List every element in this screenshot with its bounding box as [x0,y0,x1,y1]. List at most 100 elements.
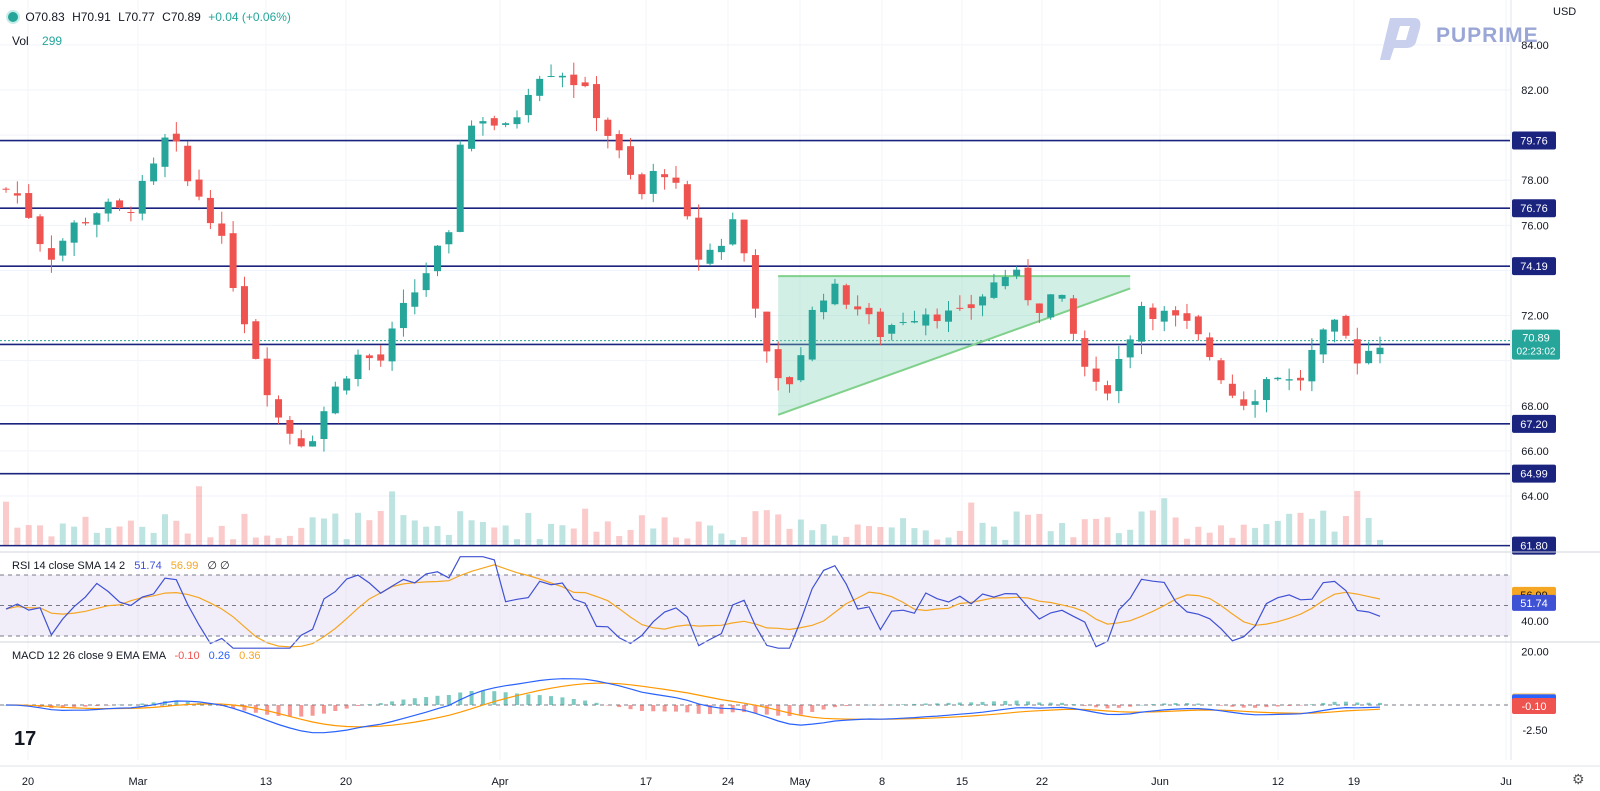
macd-histogram-bar [1048,702,1053,705]
macd-histogram-bar [617,705,622,708]
time-tick-label: 12 [1272,776,1284,788]
macd-histogram-bar [878,705,883,706]
volume-bar [366,520,373,546]
macd-signal-line [6,682,1381,728]
grid [0,0,1510,760]
rsi-extra: ∅ ∅ [207,560,230,572]
volume-bar [1183,538,1190,546]
macd-histogram-bar [946,702,951,705]
volume-bar [298,527,305,546]
volume-bar [502,525,509,546]
candle-body [1240,399,1248,406]
macd-histogram-bar [287,705,292,717]
volume-bar [911,528,918,546]
volume-bar [434,525,441,546]
volume-bar [1013,511,1020,546]
rsi-sma-value: 56.99 [170,560,199,572]
macd-histogram-bar [901,704,906,705]
macd-histogram-bar [719,705,724,714]
candle-body [70,222,78,243]
volume-bar [1059,523,1066,546]
candle-body [751,255,759,309]
macd-histogram-bar [957,702,962,705]
candle-body [672,177,680,183]
candle-body [365,355,373,359]
time-tick-label: Mar [129,776,148,788]
macd-histogram-bar [1378,702,1382,705]
level-label-bg [1512,414,1556,433]
macd-signal-value: 0.36 [239,650,261,662]
currency-selector[interactable]: USD [1553,6,1577,18]
volume-bar [389,491,396,546]
level-label: 79.76 [1520,136,1548,148]
macd-histogram-bar [310,705,315,716]
ascending-triangle-pattern [777,275,1131,416]
volume-bar [275,538,282,546]
candle-body [558,75,566,78]
candle-body [1081,338,1089,367]
macd-histogram-bar [60,705,65,709]
volume-bars [3,486,1383,546]
candle-body [229,233,237,289]
candle-body [592,84,600,119]
candle-body [206,197,214,224]
candle-body [1262,379,1270,401]
volume-bar [922,530,929,546]
macd-histogram-bar [810,705,815,712]
time-tick-label: 24 [722,776,734,788]
macd-hist-badge [1512,698,1556,714]
volume-bar [1252,527,1259,546]
volume-bar [196,486,203,546]
volume-bar [741,537,748,546]
rsi-sma-line [5,564,1381,648]
macd-histogram-bar [560,697,565,705]
volume-bar [1036,513,1043,546]
volume-bar [252,537,259,546]
candle-body [1342,315,1350,336]
volume-bar [1286,513,1293,546]
candle-body [331,386,339,414]
candle-body [138,180,146,214]
volume-bar [786,528,793,546]
macd-histogram-bar [1366,702,1371,705]
volume-bar [525,512,532,546]
time-tick-label: 20 [340,776,352,788]
macd-histogram-bar [549,696,554,705]
gear-icon[interactable]: ⚙ [1572,771,1585,787]
volume-bar [604,521,611,546]
candle-body [956,307,964,309]
macd-histogram-bar [685,705,690,713]
time-tick-label: Jun [1151,776,1169,788]
candle-body [627,146,635,175]
volume-bar [309,517,316,546]
level-label: 76.76 [1520,203,1548,215]
macd-tick-label: -2.50 [1522,725,1547,737]
macd-histogram-bar [514,693,519,705]
candle-body [13,193,21,196]
time-axis[interactable]: 20 Mar 13 20 Apr 17 24 May 8 15 22 Jun 12 19 Ju [0,765,1600,788]
level-label: 67.20 [1520,419,1548,431]
macd-histogram-bar [1355,702,1360,705]
price-axis[interactable]: 64.00 66.00 68.00 72.00 76.00 78.00 82.00 84.00 [1510,0,1549,760]
rsi-legend: RSI 14 close SMA 14 2 51.74 56.99 ∅ ∅ [12,559,230,572]
macd-histogram-bar [639,705,644,711]
macd-histogram-bar [185,701,190,705]
macd-histogram-bar [401,699,406,705]
candle-body [831,283,839,305]
volume-bar [616,536,623,546]
volume-bar [1161,498,1168,546]
candle-body [1058,294,1066,299]
candle-body [2,188,10,190]
volume-bar [116,526,123,546]
macd-histogram-bar [764,705,769,715]
candle-body [1206,337,1214,358]
rsi-value-badge-label: 51.74 [1520,598,1548,610]
status-dot [8,12,18,22]
candle-body [1183,313,1191,321]
volume-bar [230,539,237,546]
level-label-bg [1512,536,1556,555]
volume-bar [684,538,691,546]
volume-bar [150,532,157,546]
